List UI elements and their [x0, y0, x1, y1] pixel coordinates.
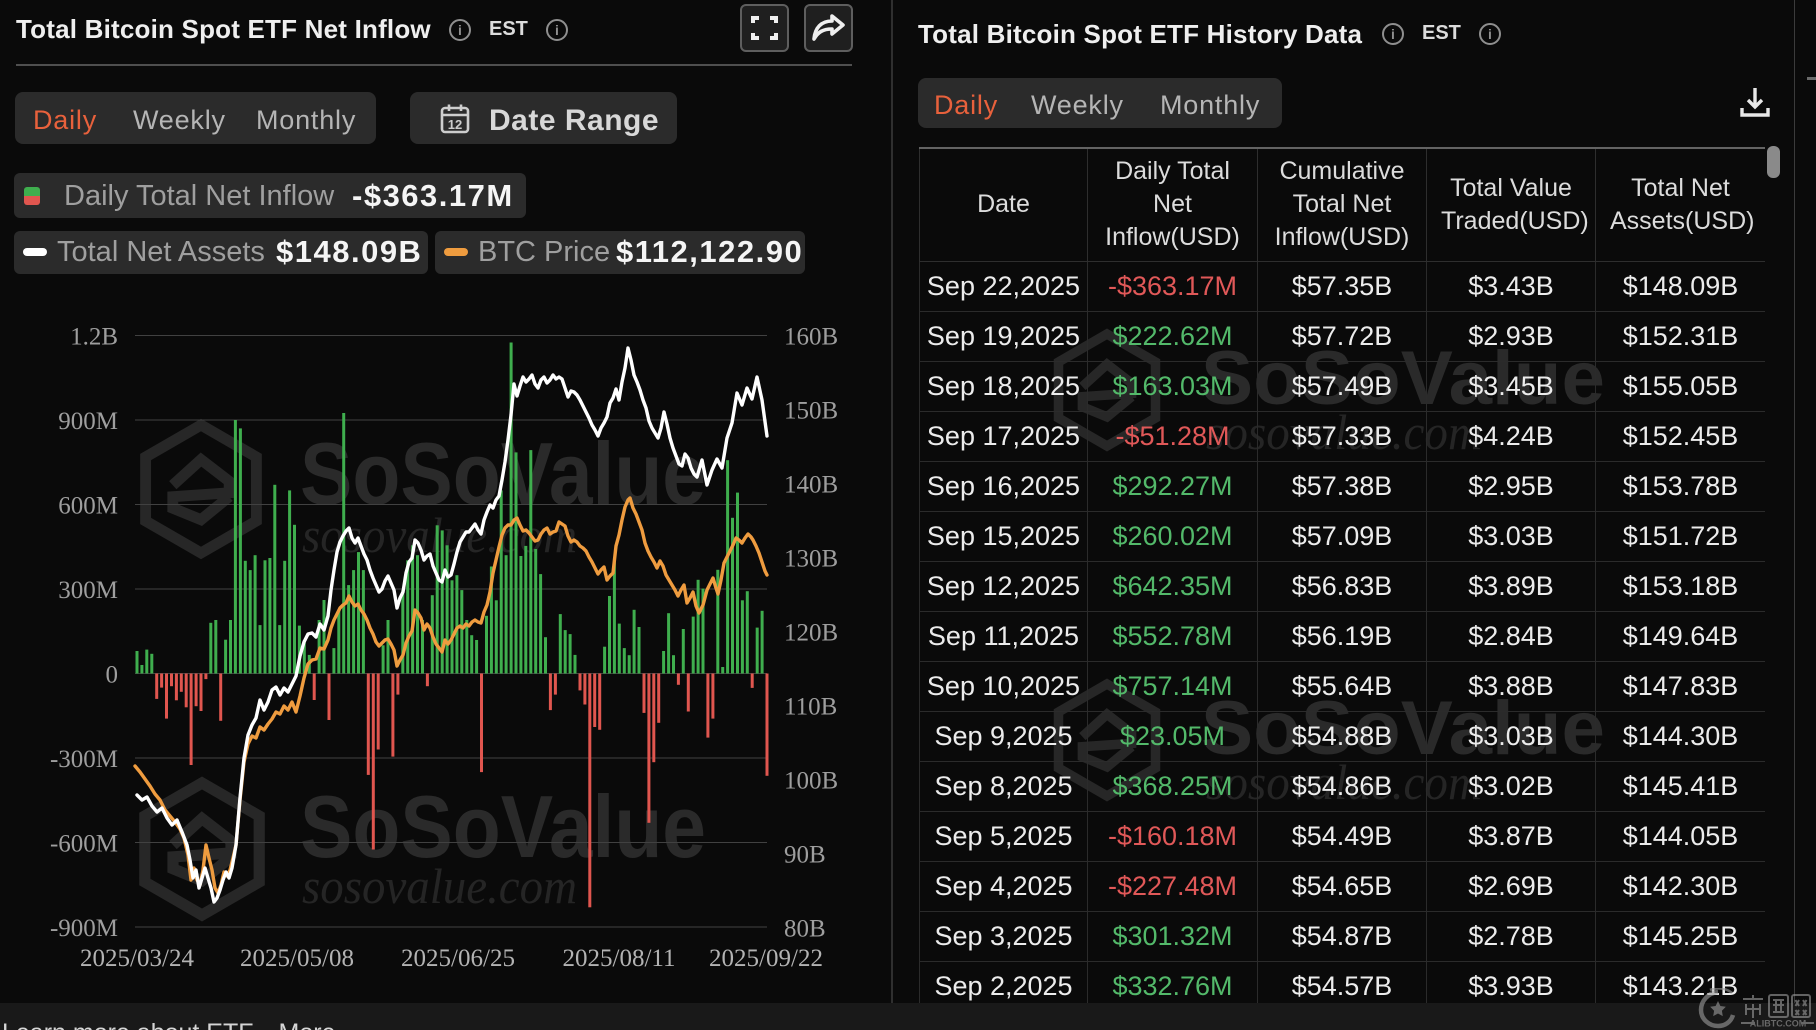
svg-text:0: 0 — [106, 662, 119, 689]
svg-text:110B: 110B — [784, 694, 837, 721]
svg-text:1.2B: 1.2B — [70, 324, 118, 351]
svg-text:300M: 300M — [58, 577, 118, 604]
svg-text:100B: 100B — [784, 768, 838, 795]
svg-text:2025/06/25: 2025/06/25 — [401, 945, 515, 972]
svg-text:140B: 140B — [784, 472, 838, 499]
svg-text:SoSoValue: SoSoValue — [300, 777, 706, 876]
svg-text:2025/09/22: 2025/09/22 — [709, 945, 823, 972]
svg-text:900M: 900M — [58, 408, 118, 435]
svg-text:80B: 80B — [784, 916, 826, 943]
svg-text:160B: 160B — [784, 324, 838, 351]
svg-text:-600M: -600M — [50, 831, 118, 858]
svg-text:2025/08/11: 2025/08/11 — [563, 945, 676, 972]
svg-text:-300M: -300M — [50, 746, 118, 773]
svg-text:2025/05/08: 2025/05/08 — [240, 945, 354, 972]
svg-text:12: 12 — [448, 117, 462, 132]
svg-text:sosovalue.com: sosovalue.com — [302, 858, 577, 914]
svg-text:120B: 120B — [784, 620, 838, 647]
svg-text:150B: 150B — [784, 398, 838, 425]
svg-text:-900M: -900M — [50, 915, 118, 942]
svg-text:600M: 600M — [58, 493, 118, 520]
svg-text:130B: 130B — [784, 546, 838, 573]
svg-text:2025/03/24: 2025/03/24 — [80, 945, 194, 972]
svg-text:ALIBTC.COM: ALIBTC.COM — [1750, 1019, 1807, 1029]
svg-text:90B: 90B — [784, 842, 826, 869]
